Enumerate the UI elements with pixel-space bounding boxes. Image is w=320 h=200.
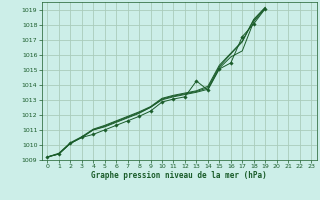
X-axis label: Graphe pression niveau de la mer (hPa): Graphe pression niveau de la mer (hPa) — [91, 171, 267, 180]
